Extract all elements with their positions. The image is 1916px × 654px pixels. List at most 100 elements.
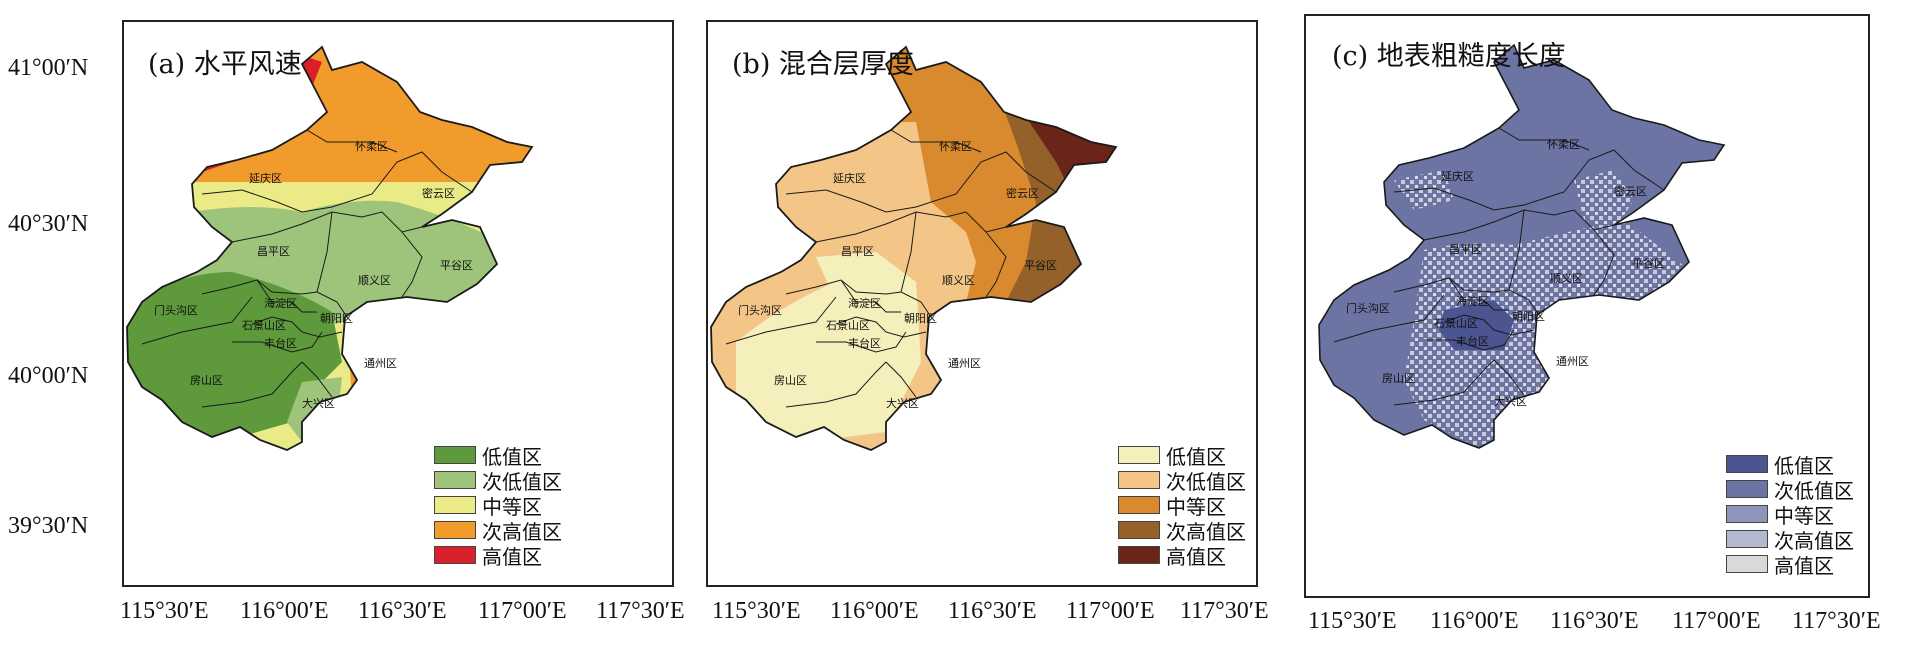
legend-b: 低值区 次低值区 中等区 次高值区 高值区 xyxy=(1118,444,1318,574)
legend-swatch xyxy=(1726,480,1768,498)
lon-label-b-116-30: 116°30′E xyxy=(948,598,1037,624)
legend-label: 次低值区 xyxy=(1774,478,1854,503)
lat-label-40-30: 40°30′N xyxy=(8,211,89,237)
legend-swatch xyxy=(434,471,476,489)
label-miyun: 密云区 xyxy=(1006,186,1039,200)
label-fangshan: 房山区 xyxy=(1382,372,1415,385)
legend-label: 中等区 xyxy=(1774,503,1834,528)
lat-label-39-30: 39°30′N xyxy=(8,513,89,539)
legend-swatch xyxy=(1118,446,1160,464)
lon-label-a-116-30: 116°30′E xyxy=(358,598,447,624)
map-a: 延庆区 怀柔区 密云区 昌平区 平谷区 顺义区 门头沟区 海淀区 石景山区 朝阳… xyxy=(126,46,533,451)
legend-label: 中等区 xyxy=(482,494,542,519)
legend-item: 高值区 xyxy=(1726,553,1834,578)
label-chaoyang: 朝阳区 xyxy=(320,312,353,325)
legend-label: 低值区 xyxy=(482,444,542,469)
legend-label: 中等区 xyxy=(1166,494,1226,519)
legend-item: 次高值区 xyxy=(434,519,562,544)
label-changping: 昌平区 xyxy=(1449,243,1482,256)
label-haidian: 海淀区 xyxy=(848,296,881,310)
label-shunyi: 顺义区 xyxy=(942,274,975,287)
label-yanqing: 延庆区 xyxy=(833,171,866,185)
legend-item: 中等区 xyxy=(434,494,542,519)
label-miyun: 密云区 xyxy=(1614,184,1647,198)
lon-label-c-117-00: 117°00′E xyxy=(1672,608,1761,634)
label-pinggu: 平谷区 xyxy=(1024,259,1057,272)
map-c: 延庆区 怀柔区 密云区 昌平区 平谷区 顺义区 门头沟区 海淀区 石景山区 朝阳… xyxy=(1318,44,1725,449)
label-mentougou: 门头沟区 xyxy=(1346,301,1390,315)
legend-item: 次高值区 xyxy=(1118,519,1246,544)
legend-swatch xyxy=(1118,521,1160,539)
legend-c: 低值区 次低值区 中等区 次高值区 高值区 xyxy=(1726,453,1871,593)
legend-swatch xyxy=(1726,455,1768,473)
legend-item: 中等区 xyxy=(1726,503,1834,528)
legend-swatch xyxy=(434,521,476,539)
map-panel-b: 延庆区 怀柔区 密云区 昌平区 平谷区 顺义区 门头沟区 海淀区 石景山区 朝阳… xyxy=(706,20,1258,587)
legend-swatch xyxy=(1118,496,1160,514)
lon-label-b-117-00: 117°00′E xyxy=(1066,598,1155,624)
legend-swatch xyxy=(434,496,476,514)
label-pinggu: 平谷区 xyxy=(440,259,473,272)
label-pinggu: 平谷区 xyxy=(1632,257,1665,270)
legend-item: 高值区 xyxy=(434,544,542,569)
legend-item: 高值区 xyxy=(1118,544,1226,569)
label-shunyi: 顺义区 xyxy=(358,274,391,287)
label-fangshan: 房山区 xyxy=(190,374,223,387)
label-changping: 昌平区 xyxy=(257,245,290,258)
label-daxing: 大兴区 xyxy=(1494,394,1527,408)
label-fangshan: 房山区 xyxy=(774,374,807,387)
label-shijingshan: 石景山区 xyxy=(242,319,286,332)
label-chaoyang: 朝阳区 xyxy=(1512,310,1545,323)
panel-c-title: (c) 地表粗糙度长度 xyxy=(1332,41,1566,72)
lon-label-c-117-30: 117°30′E xyxy=(1792,608,1881,634)
legend-item: 次低值区 xyxy=(1118,469,1246,494)
label-fengtai: 丰台区 xyxy=(264,336,297,350)
label-changping: 昌平区 xyxy=(841,245,874,258)
legend-label: 低值区 xyxy=(1774,453,1834,478)
label-yanqing: 延庆区 xyxy=(249,171,282,185)
lon-label-b-115-30: 115°30′E xyxy=(712,598,801,624)
legend-label: 高值区 xyxy=(482,544,542,569)
lon-label-a-117-30: 117°30′E xyxy=(596,598,685,624)
lat-label-40-00: 40°00′N xyxy=(8,363,89,389)
lon-label-b-117-30: 117°30′E xyxy=(1180,598,1269,624)
legend-label: 次高值区 xyxy=(1166,519,1246,544)
label-huairou: 怀柔区 xyxy=(1547,138,1580,151)
legend-swatch xyxy=(1118,471,1160,489)
legend-swatch xyxy=(1726,505,1768,523)
map-panel-c: 延庆区 怀柔区 密云区 昌平区 平谷区 顺义区 门头沟区 海淀区 石景山区 朝阳… xyxy=(1304,14,1870,598)
lon-label-a-117-00: 117°00′E xyxy=(478,598,567,624)
label-fengtai: 丰台区 xyxy=(1456,334,1489,348)
legend-item: 低值区 xyxy=(434,444,542,469)
legend-label: 次高值区 xyxy=(482,519,562,544)
label-mentougou: 门头沟区 xyxy=(738,303,782,317)
label-yanqing: 延庆区 xyxy=(1441,169,1474,183)
legend-item: 低值区 xyxy=(1726,453,1834,478)
label-huairou: 怀柔区 xyxy=(355,140,388,153)
label-fengtai: 丰台区 xyxy=(848,336,881,350)
label-shunyi: 顺义区 xyxy=(1550,272,1583,285)
lon-label-a-115-30: 115°30′E xyxy=(120,598,209,624)
lon-label-b-116-00: 116°00′E xyxy=(830,598,919,624)
label-daxing: 大兴区 xyxy=(886,396,919,410)
lon-label-c-116-30: 116°30′E xyxy=(1550,608,1639,634)
label-haidian: 海淀区 xyxy=(264,296,297,310)
legend-label: 次低值区 xyxy=(482,469,562,494)
legend-item: 次低值区 xyxy=(434,469,562,494)
legend-item: 中等区 xyxy=(1118,494,1226,519)
legend-label: 次高值区 xyxy=(1774,528,1854,553)
lon-label-a-116-00: 116°00′E xyxy=(240,598,329,624)
label-tongzhou: 通州区 xyxy=(364,357,397,370)
label-miyun: 密云区 xyxy=(422,186,455,200)
legend-swatch xyxy=(434,446,476,464)
map-b: 延庆区 怀柔区 密云区 昌平区 平谷区 顺义区 门头沟区 海淀区 石景山区 朝阳… xyxy=(710,46,1117,451)
legend-swatch xyxy=(1726,555,1768,573)
legend-swatch xyxy=(1118,546,1160,564)
panel-a-title: (a) 水平风速 xyxy=(148,49,302,80)
lon-label-c-115-30: 115°30′E xyxy=(1308,608,1397,634)
legend-label: 高值区 xyxy=(1166,544,1226,569)
label-mentougou: 门头沟区 xyxy=(154,303,198,317)
label-shijingshan: 石景山区 xyxy=(826,319,870,332)
lat-label-41-00: 41°00′N xyxy=(8,55,89,81)
legend-label: 次低值区 xyxy=(1166,469,1246,494)
